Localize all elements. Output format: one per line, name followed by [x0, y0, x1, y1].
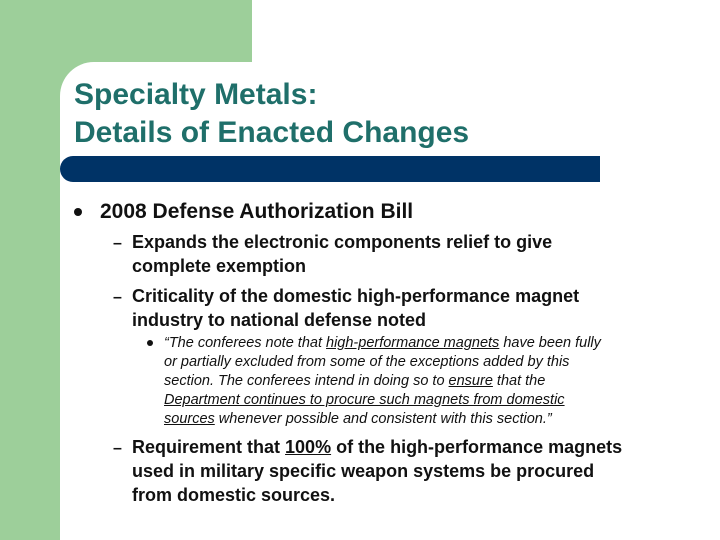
sub-bullet-magnet-industry: Criticality of the domestic high-perform… — [132, 284, 692, 332]
conferees-quote: “The conferees note that high-performanc… — [164, 334, 694, 429]
text-line: industry to national defense noted — [132, 310, 427, 330]
text-line: Requirement that 100% of the high-perfor… — [132, 435, 692, 459]
quote-underlined: ensure — [448, 373, 493, 389]
text-line: Expands the electronic components relief… — [132, 232, 553, 252]
quote-underlined: sources — [164, 411, 215, 427]
title-divider-bar — [60, 156, 600, 182]
dash-marker: – — [113, 440, 122, 457]
bullet-defense-bill: 2008 Defense Authorization Bill — [100, 200, 414, 223]
quote-text: “The conferees note that — [164, 335, 327, 351]
quote-line: section. The conferees intend in doing s… — [164, 372, 694, 391]
text-line: Criticality of the domestic high-perform… — [132, 286, 580, 306]
text-line: from domestic sources. — [132, 485, 336, 505]
bullet-dot — [74, 208, 82, 216]
quote-text: have been fully — [499, 335, 601, 351]
quote-underlined: high-performance magnets — [326, 335, 500, 351]
quote-line: sources whenever possible and consistent… — [164, 410, 694, 429]
quote-text: that the — [492, 373, 546, 389]
sub-bullet-requirement: Requirement that 100% of the high-perfor… — [132, 435, 692, 507]
bullet-dot — [147, 340, 153, 346]
dash-marker: – — [113, 289, 122, 306]
quote-text: whenever possible and consistent with th… — [214, 411, 552, 427]
text-span: Requirement that — [132, 437, 286, 457]
title-line-1: Specialty Metals: — [74, 78, 318, 111]
slide-panel — [60, 62, 720, 540]
quote-line: Department continues to procure such mag… — [164, 392, 565, 408]
text-line: complete exemption — [132, 256, 307, 276]
title-line-2: Details of Enacted Changes — [74, 116, 470, 149]
slide-title: Specialty Metals: Details of Enacted Cha… — [74, 76, 694, 152]
quote-line: “The conferees note that high-performanc… — [164, 334, 694, 353]
text-span: of the high-performance magnets — [331, 437, 623, 457]
text-line: used in military specific weapon systems… — [132, 461, 595, 481]
dash-marker: – — [113, 235, 122, 252]
text-underlined: 100% — [285, 437, 332, 457]
quote-line: or partially excluded from some of the e… — [164, 354, 570, 370]
sub-bullet-electronic-components: Expands the electronic components relief… — [132, 230, 692, 278]
quote-text: section. The conferees intend in doing s… — [164, 373, 449, 389]
